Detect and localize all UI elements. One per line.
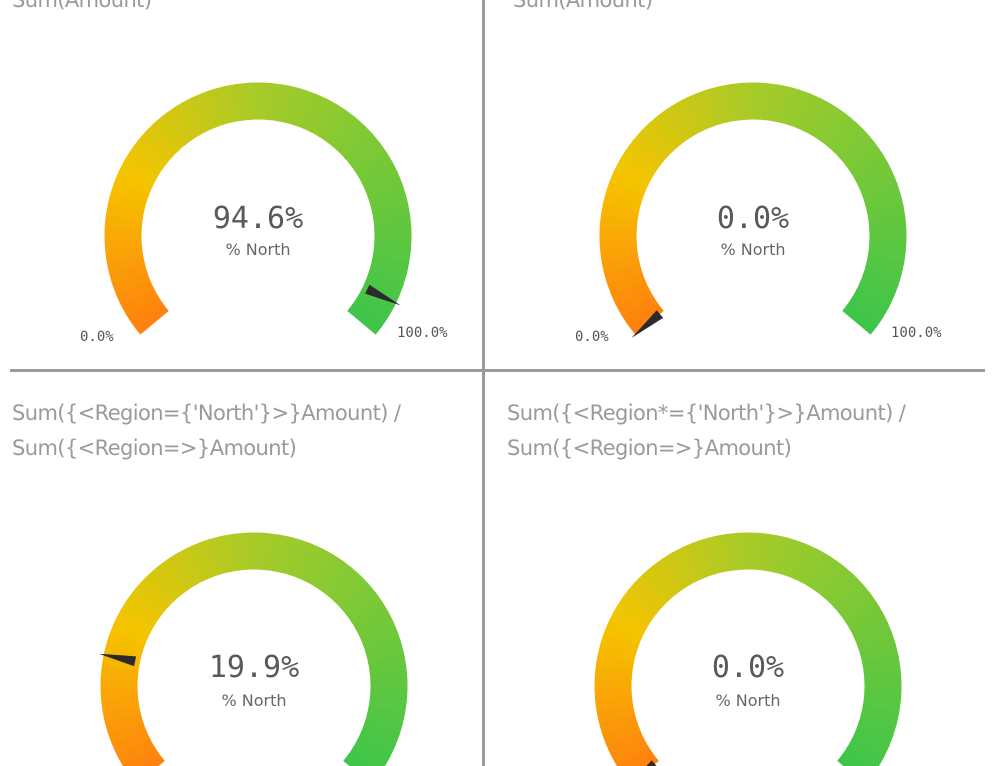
- gauge-needle: [631, 310, 664, 338]
- gauge-measure-label: % North: [720, 240, 785, 259]
- gauge-panel-top-left[interactable]: Sum(Amount) 94.6% % North 0.0% 100.0%: [0, 0, 482, 369]
- panel-title: Sum(Amount): [12, 0, 152, 12]
- gauge-chart: 94.6% % North 0.0% 100.0%: [80, 82, 448, 345]
- gauge-min-label: 0.0%: [80, 329, 114, 345]
- gauge-min-label: 0.0%: [575, 329, 609, 345]
- gauge-value: 94.6%: [213, 201, 303, 236]
- gauge-arc-segment: [841, 746, 880, 766]
- gauge-measure-label: % North: [221, 691, 286, 710]
- gauge-max-label: 100.0%: [891, 325, 942, 341]
- vertical-divider: [482, 0, 485, 766]
- gauge-chart: 19.9% % North: [98, 532, 408, 766]
- gauge-arc-segment: [842, 303, 878, 335]
- gauge-arc-segment: [343, 753, 366, 766]
- gauge-arc-segment: [837, 753, 860, 766]
- panel-title: Sum(Amount): [513, 0, 653, 12]
- panel-title: Sum({<Region={'North'}>}Amount) / Sum({<…: [12, 401, 401, 460]
- gauge-value: 0.0%: [717, 201, 789, 236]
- gauge-chart: 0.0% % North: [594, 532, 902, 766]
- gauge-panel-bottom-right[interactable]: Sum({<Region*={'North'}>}Amount) / Sum({…: [485, 372, 1000, 766]
- gauge-arc-segment: [347, 303, 383, 335]
- gauge-arc-segment: [347, 746, 386, 766]
- gauge-needle: [98, 653, 137, 667]
- gauge-panel-top-right[interactable]: Sum(Amount) 0.0% % North 0.0% 100.0%: [485, 0, 1000, 369]
- gauge-value: 0.0%: [712, 650, 784, 685]
- gauge-max-label: 100.0%: [397, 325, 448, 341]
- gauge-panel-bottom-left[interactable]: Sum({<Region={'North'}>}Amount) / Sum({<…: [0, 372, 482, 766]
- gauge-measure-label: % North: [715, 691, 780, 710]
- gauge-chart: 0.0% % North 0.0% 100.0%: [575, 82, 942, 345]
- gauge-measure-label: % North: [225, 240, 290, 259]
- gauge-needle: [365, 284, 401, 306]
- panel-title: Sum({<Region*={'North'}>}Amount) / Sum({…: [507, 401, 906, 460]
- gauge-needle: [646, 760, 657, 766]
- horizontal-divider: [10, 369, 985, 372]
- gauge-value: 19.9%: [209, 650, 299, 685]
